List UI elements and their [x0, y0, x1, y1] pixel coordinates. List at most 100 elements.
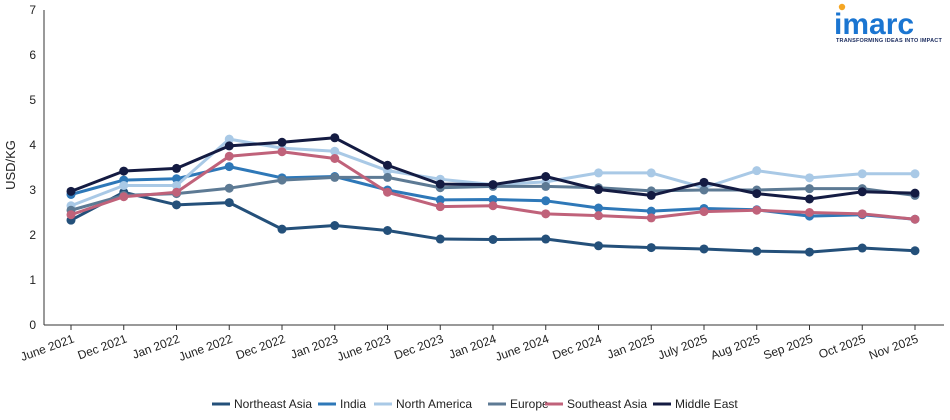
x-tick-label: Oct 2025 [817, 332, 868, 362]
series-southeast-asia [66, 147, 920, 224]
data-point [172, 163, 181, 173]
x-tick-label: Jan 2023 [289, 332, 340, 362]
data-point [277, 147, 287, 157]
data-point [224, 183, 234, 193]
data-point [699, 207, 709, 217]
data-point [594, 203, 603, 213]
data-point [488, 201, 498, 211]
data-point [594, 211, 603, 221]
data-point [172, 200, 181, 210]
data-point [541, 234, 551, 244]
x-tick-label: Dec 2024 [550, 332, 603, 363]
data-point [224, 151, 234, 161]
data-point [857, 187, 867, 197]
data-point [66, 186, 76, 196]
data-point [752, 205, 762, 215]
data-point [594, 168, 603, 178]
data-point [699, 244, 709, 254]
data-point [330, 133, 340, 143]
data-point [435, 202, 445, 212]
legend-item: Southeast Asia [545, 397, 647, 411]
legend-label: Middle East [675, 397, 738, 411]
x-tick-label: June 2022 [177, 332, 235, 364]
data-point [488, 180, 498, 190]
legend-item: North America [374, 397, 472, 411]
y-tick-label: 3 [29, 183, 36, 197]
data-point [646, 190, 656, 200]
data-point [383, 226, 392, 235]
data-point [699, 185, 709, 195]
data-point [172, 187, 181, 197]
data-point [910, 246, 920, 256]
data-point [646, 206, 656, 216]
data-point [805, 194, 814, 204]
logo-accent-dot [838, 3, 846, 11]
data-point [594, 241, 603, 251]
series-middle-east [66, 133, 920, 204]
data-point [488, 235, 498, 244]
data-point [277, 175, 287, 185]
data-point [383, 187, 392, 197]
data-point [541, 172, 551, 181]
legend-item: India [318, 397, 366, 411]
data-point [646, 168, 656, 178]
x-tick-label: Jan 2022 [130, 332, 181, 362]
data-point [805, 247, 814, 257]
x-tick-label: Aug 2025 [709, 332, 762, 363]
data-point [172, 181, 181, 190]
y-tick-label: 6 [29, 48, 36, 62]
data-point [646, 243, 656, 253]
data-point [541, 181, 551, 191]
legend-label: India [340, 397, 366, 411]
data-point [805, 173, 814, 183]
x-tick-label: Jan 2025 [605, 332, 656, 362]
data-point [857, 243, 867, 253]
data-point [330, 154, 340, 163]
brand-name: imarc [834, 8, 914, 41]
x-tick-label: Nov 2025 [867, 332, 920, 363]
y-tick-label: 4 [29, 138, 36, 152]
data-point [910, 169, 920, 179]
data-point [172, 174, 181, 184]
data-point [646, 213, 656, 223]
legend-label: Europe [510, 397, 549, 411]
data-point [224, 134, 234, 144]
legend-item: Middle East [653, 397, 738, 411]
imarc-logo: imarc TRANSFORMING IDEAS INTO IMPACT [834, 3, 942, 44]
data-point [541, 209, 551, 219]
data-point [805, 208, 814, 217]
legend: Northeast Asia India North America Europe So… [212, 397, 738, 411]
data-point [435, 179, 445, 189]
data-point [383, 160, 392, 170]
legend-label: North America [396, 397, 472, 411]
data-point [594, 185, 603, 195]
data-point [119, 166, 129, 176]
data-point [119, 181, 129, 190]
data-point [66, 210, 76, 220]
legend-label: Southeast Asia [567, 397, 647, 411]
series-lines [66, 133, 920, 257]
y-tick-label: 1 [29, 273, 36, 287]
data-point [277, 224, 287, 234]
legend-item: Europe [488, 397, 549, 411]
x-tick-label: Jan 2024 [447, 332, 498, 362]
x-tick-label: Dec 2021 [76, 332, 129, 363]
data-point [277, 137, 287, 147]
x-tick-label: Dec 2022 [234, 332, 287, 363]
data-point [435, 234, 445, 244]
data-point [330, 221, 340, 231]
data-point [330, 146, 340, 156]
data-point [699, 177, 709, 187]
data-point [488, 194, 498, 204]
data-point [330, 172, 340, 182]
data-point [224, 162, 234, 172]
y-tick-label: 5 [29, 93, 36, 107]
y-axis: 0 1 2 3 4 5 6 7 [29, 3, 45, 332]
x-tick-label: July 2025 [656, 332, 709, 363]
data-point [752, 166, 762, 176]
data-point [541, 196, 551, 206]
x-tick-label: Dec 2023 [392, 332, 445, 363]
